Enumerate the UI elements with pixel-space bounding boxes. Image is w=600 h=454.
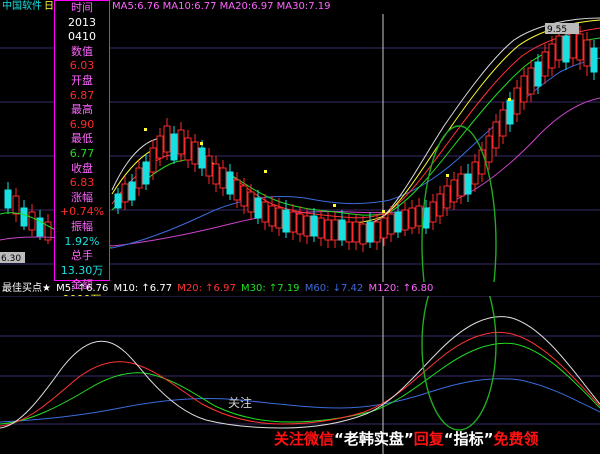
watermark-part-4: 免费领 xyxy=(493,430,539,448)
info-row-value-18: 13.30万 xyxy=(60,263,104,277)
ind-m30-line xyxy=(0,342,600,425)
ind-m60-line xyxy=(0,378,600,423)
info-row-label-5: 开盘 xyxy=(71,73,93,87)
watermark-part-1: “老韩实盘” xyxy=(334,430,414,448)
indicator-panel[interactable]: 关注 xyxy=(0,296,600,454)
info-row-value-8: 6.90 xyxy=(69,117,95,131)
watermark-banner: 关注微信“老韩实盘”回复“指标”免费领 xyxy=(274,425,600,453)
price-tag-left: 6.30 xyxy=(0,252,25,264)
legend-m10: M10: ↑6.77 xyxy=(113,283,173,294)
title-segment-ma: MA5:6.76 MA10:6.77 MA20:6.97 MA30:7.19 xyxy=(112,1,331,12)
info-row-value-16: 1.92% xyxy=(64,234,100,248)
info-row-label-11: 收盘 xyxy=(71,161,93,175)
info-row-label-13: 涨幅 xyxy=(71,190,93,204)
price-tag-right: 9.55 xyxy=(545,23,579,35)
info-row-value-10: 6.77 xyxy=(69,146,95,160)
title-segment-name: 中国软件 xyxy=(2,1,42,12)
svg-text:9.55: 9.55 xyxy=(547,25,567,35)
info-row-label-9: 最低 xyxy=(71,132,93,146)
legend-m120: M120: ↑6.80 xyxy=(368,283,434,294)
info-row-value-2: 0410 xyxy=(68,30,96,44)
info-row-label-15: 振幅 xyxy=(71,219,93,233)
info-row-value-12: 6.83 xyxy=(69,176,95,190)
info-row-label-17: 总手 xyxy=(71,249,93,263)
legend-title: 最佳买点★ xyxy=(2,283,51,294)
legend-m60: M60: ↓7.42 xyxy=(304,283,364,294)
indicator-panel-svg: 关注 xyxy=(0,296,600,454)
green-ellipse-annotation xyxy=(421,125,497,282)
ind-m20-line xyxy=(0,331,600,427)
signal-dots xyxy=(144,98,511,213)
watermark-part-2: 回复 xyxy=(413,430,444,448)
ma60-line xyxy=(111,57,600,249)
legend-m20: M20: ↑6.97 xyxy=(177,283,236,294)
indicator-note: 关注 xyxy=(228,395,252,410)
info-row-label-0: 时间 xyxy=(71,1,93,14)
svg-text:6.30: 6.30 xyxy=(1,254,21,264)
legend-m30: M30: ↑7.19 xyxy=(241,283,300,294)
indicator-legend: 最佳买点★ M5: ↑6.76 M10: ↑6.77 M20: ↑6.97 M3… xyxy=(0,282,600,296)
info-row-value-6: 6.87 xyxy=(69,88,95,102)
indicator-grid xyxy=(0,296,600,425)
watermark-part-0: 关注微信 xyxy=(274,430,335,448)
legend-m5: M5: ↑6.76 xyxy=(56,283,109,294)
watermark-part-3: “指标” xyxy=(443,430,494,448)
info-row-value-4: 6.03 xyxy=(69,59,95,73)
info-row-value-1: 2013 xyxy=(68,15,96,29)
candlestick-series xyxy=(114,24,598,252)
info-row-label-3: 数值 xyxy=(71,44,93,58)
quote-info-panel[interactable]: 时间 2013 0410 数值 6.03 开盘 6.87 最高 6.90 最低 … xyxy=(54,0,110,320)
green-ellipse-annotation-lower xyxy=(421,296,497,431)
info-row-label-7: 最高 xyxy=(71,103,93,117)
info-row-value-14: +0.74% xyxy=(59,205,105,219)
info-row-label-19: 金额 xyxy=(71,278,93,292)
